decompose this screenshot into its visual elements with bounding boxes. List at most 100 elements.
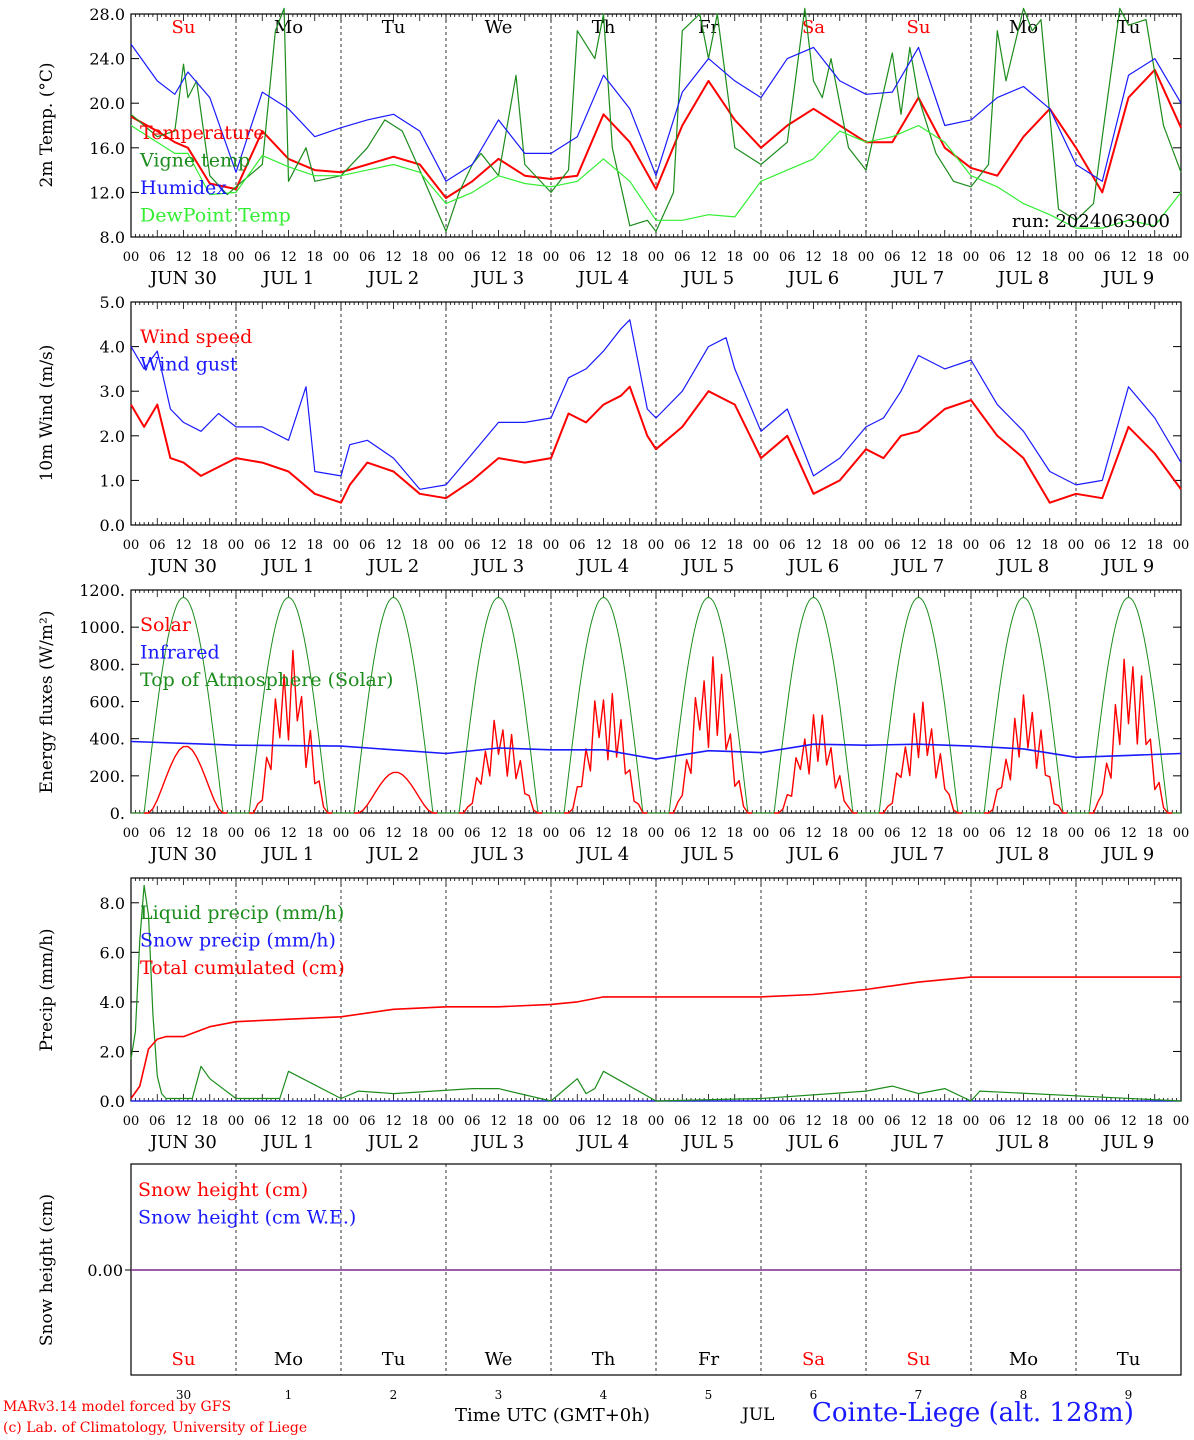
hour-tick-label: 12 <box>700 538 717 553</box>
legend-entry: Snow height (cm W.E.) <box>138 1207 356 1229</box>
hour-tick-label: 18 <box>726 826 743 841</box>
hour-tick-label: 12 <box>1120 826 1137 841</box>
hour-tick-label: 12 <box>595 538 612 553</box>
hour-tick-label: 00 <box>438 538 455 553</box>
solar-line <box>1089 658 1173 814</box>
weekday-label: Su <box>907 1349 931 1370</box>
day-label: JUL 5 <box>681 844 735 865</box>
weekday-label: Th <box>592 17 616 38</box>
y-tick-label: 6.0 <box>100 943 125 962</box>
y-tick-label: 8.0 <box>100 894 125 913</box>
hour-tick-label: 18 <box>411 1114 428 1129</box>
day-label: JUL 6 <box>786 1132 840 1153</box>
hour-tick-label: 12 <box>910 250 927 265</box>
hour-tick-label: 00 <box>438 826 455 841</box>
hour-tick-label: 00 <box>228 826 245 841</box>
hour-tick-label: 00 <box>543 1114 560 1129</box>
y-tick-label: 5.0 <box>100 293 125 312</box>
hour-tick-label: 12 <box>175 250 192 265</box>
hour-tick-label: 18 <box>1041 1114 1058 1129</box>
hour-tick-label: 00 <box>648 826 665 841</box>
hour-tick-label: 12 <box>1120 250 1137 265</box>
legend-entry: Vigne temp <box>139 150 250 172</box>
hour-tick-label: 00 <box>123 538 140 553</box>
hour-tick-label: 18 <box>201 1114 218 1129</box>
y-tick-label: 0.00 <box>87 1261 123 1280</box>
y-axis-title: Snow height (cm) <box>37 1194 57 1346</box>
hour-tick-label: 00 <box>753 538 770 553</box>
day-label: JUL 9 <box>1101 556 1155 577</box>
hour-tick-label: 06 <box>884 538 901 553</box>
hour-tick-label: 12 <box>280 1114 297 1129</box>
legend-entry: Top of Atmosphere (Solar) <box>140 669 393 691</box>
hour-tick-label: 12 <box>490 826 507 841</box>
hour-tick-label: 12 <box>1015 1114 1032 1129</box>
day-label: JUL 4 <box>576 556 630 577</box>
hour-tick-label: 18 <box>1041 538 1058 553</box>
day-label: JUL 4 <box>576 1132 630 1153</box>
y-tick-label: 28.0 <box>89 5 125 24</box>
toa-solar-line <box>866 596 971 814</box>
hour-tick-label: 00 <box>438 1114 455 1129</box>
month-label: JUL <box>742 1405 775 1425</box>
weekday-label: Tu <box>1117 17 1141 38</box>
y-tick-label: 16.0 <box>89 139 125 158</box>
hour-tick-label: 00 <box>543 826 560 841</box>
hour-tick-label: 00 <box>1068 538 1085 553</box>
day-label: JUL 8 <box>996 268 1050 289</box>
day-label: JUL 2 <box>366 268 420 289</box>
y-axis-title: Energy fluxes (W/m²) <box>37 611 57 794</box>
y-tick-label: 0.0 <box>100 1092 125 1111</box>
day-label: JUL 4 <box>576 268 630 289</box>
hour-tick-label: 12 <box>385 1114 402 1129</box>
hour-tick-label: 06 <box>1094 538 1111 553</box>
hour-tick-label: 00 <box>858 826 875 841</box>
hour-tick-label: 00 <box>753 250 770 265</box>
liquid-precip-line <box>130 884 1182 1102</box>
y-tick-label: 1200. <box>79 581 125 600</box>
weekday-label: Mo <box>1009 1349 1038 1370</box>
hour-tick-label: 00 <box>543 538 560 553</box>
hour-tick-label: 06 <box>1094 250 1111 265</box>
hour-tick-label: 06 <box>884 826 901 841</box>
day-label: JUL 9 <box>1101 844 1155 865</box>
day-label: JUL 2 <box>366 1132 420 1153</box>
hour-tick-label: 18 <box>1041 250 1058 265</box>
weekday-label: Mo <box>1009 17 1038 38</box>
day-label: JUL 1 <box>261 1132 315 1153</box>
hour-tick-label: 00 <box>1173 250 1190 265</box>
y-tick-label: 4.0 <box>100 338 125 357</box>
hour-tick-label: 18 <box>831 250 848 265</box>
day-label: JUL 6 <box>786 268 840 289</box>
hour-tick-label: 06 <box>149 826 166 841</box>
day-label: JUL 5 <box>681 1132 735 1153</box>
y-tick-label: 4.0 <box>100 993 125 1012</box>
day-label: JUL 7 <box>891 268 945 289</box>
hour-tick-label: 18 <box>306 826 323 841</box>
hour-tick-label: 06 <box>779 250 796 265</box>
hour-tick-label: 12 <box>175 538 192 553</box>
series-line <box>130 43 1182 182</box>
day-label: JUL 6 <box>786 556 840 577</box>
hour-tick-label: 18 <box>621 826 638 841</box>
day-label: JUL 3 <box>471 556 525 577</box>
series-line <box>130 385 1182 504</box>
legend-entry: Solar <box>140 614 192 636</box>
day-label: JUN 30 <box>148 1132 217 1153</box>
solar-line <box>354 771 438 814</box>
hour-tick-label: 00 <box>228 1114 245 1129</box>
toa-solar-line <box>236 596 341 814</box>
hour-tick-label: 00 <box>228 250 245 265</box>
legend-entry: Wind gust <box>140 354 238 376</box>
hour-tick-label: 06 <box>464 1114 481 1129</box>
hour-tick-label: 06 <box>989 538 1006 553</box>
hour-tick-label: 06 <box>569 826 586 841</box>
hour-tick-label: 12 <box>595 826 612 841</box>
hour-tick-label: 18 <box>201 250 218 265</box>
plot-frame <box>130 301 1182 526</box>
hour-tick-label: 00 <box>228 538 245 553</box>
series-line <box>130 7 1182 232</box>
hour-tick-label: 18 <box>1146 826 1163 841</box>
hour-tick-label: 12 <box>700 250 717 265</box>
hour-tick-label: 12 <box>175 826 192 841</box>
